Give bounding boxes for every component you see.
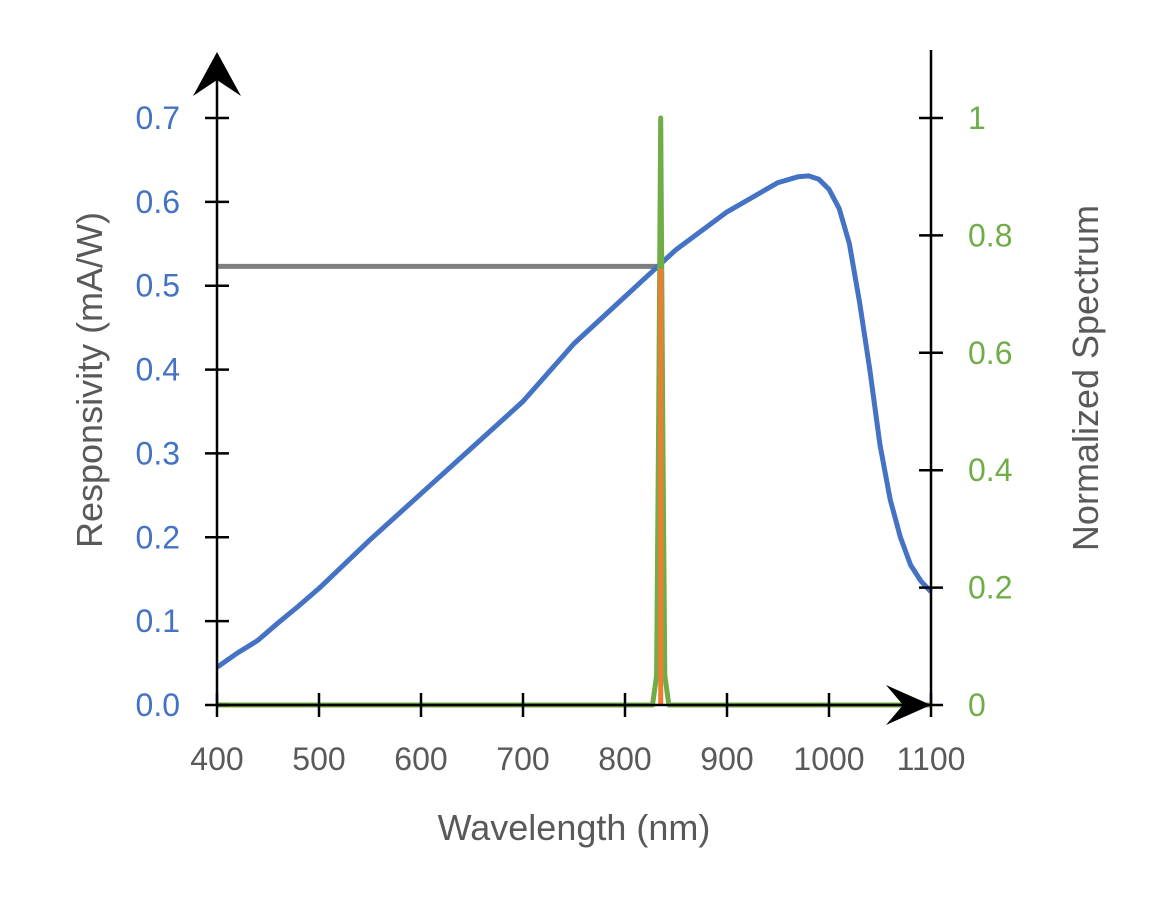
x-axis-arrowhead	[886, 685, 931, 725]
x-axis-title: Wavelength (nm)	[438, 807, 711, 848]
left-y-tick-label: 0.5	[136, 268, 180, 304]
x-tick-label: 400	[190, 741, 243, 777]
chart-marks-layer	[215, 115, 933, 708]
left-y-tick-label: 0.7	[136, 100, 180, 136]
left-y-tick-label: 0.1	[136, 603, 180, 639]
x-tick-label: 800	[598, 741, 651, 777]
x-tick-label: 700	[496, 741, 549, 777]
left-y-tick-label: 0.6	[136, 184, 180, 220]
left-y-axis-title: Responsivity (mA/W)	[69, 212, 110, 548]
chart-axes-layer	[193, 50, 943, 725]
spectrum-curve	[217, 115, 931, 708]
left-y-axis-arrowhead	[193, 52, 241, 96]
right-y-axis-title: Normalized Spectrum	[1065, 205, 1106, 551]
responsivity-curve	[215, 173, 933, 670]
left-y-tick-label: 0.2	[136, 519, 180, 555]
x-tick-label: 1100	[897, 741, 966, 777]
right-y-tick-label: 1	[968, 100, 986, 136]
left-y-tick-label: 0.3	[136, 435, 180, 471]
chart-labels-layer: 400 500 600 700 800 900 1000 1100 0.0 0.1 0.2 0.3 0.…	[136, 100, 1013, 777]
left-y-tick-label: 0.4	[136, 352, 180, 388]
x-tick-label: 500	[292, 741, 345, 777]
right-y-tick-label: 0.8	[968, 217, 1012, 253]
x-tick-label: 900	[700, 741, 753, 777]
x-tick-label: 1000	[793, 741, 864, 777]
right-y-tick-label: 0.4	[968, 452, 1012, 488]
right-y-tick-label: 0.6	[968, 335, 1012, 371]
right-y-tick-label: 0	[968, 687, 986, 723]
right-y-tick-label: 0.2	[968, 570, 1012, 606]
left-y-tick-label: 0.0	[136, 687, 180, 723]
x-tick-label: 600	[394, 741, 447, 777]
